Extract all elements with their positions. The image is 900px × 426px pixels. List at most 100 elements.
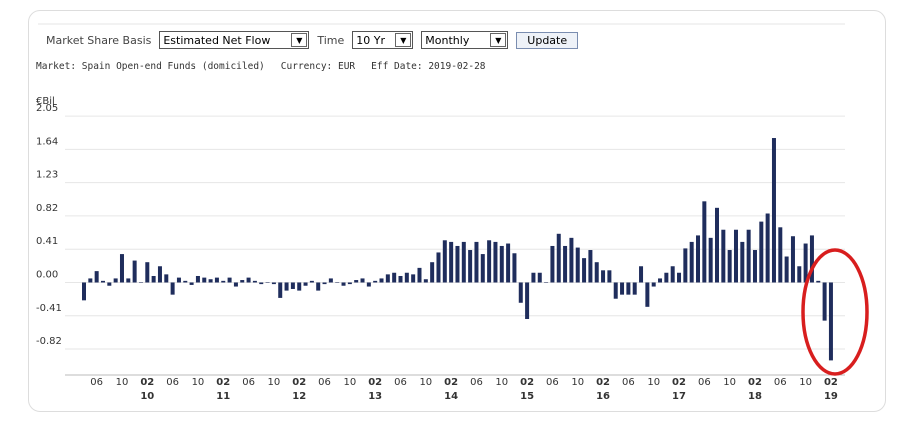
update-button[interactable]: Update <box>516 31 579 49</box>
bar <box>626 282 631 295</box>
y-tick-label: 2.05 <box>36 103 58 114</box>
bar <box>828 282 833 361</box>
x-tick-label: 06 <box>394 377 407 388</box>
x-tick-label: 06 <box>242 377 255 388</box>
info-line: Market: Spain Open-end Funds (domiciled)… <box>36 61 486 72</box>
bar <box>480 254 485 283</box>
x-tick-label: 06 <box>698 377 711 388</box>
x-tick-label: 10 <box>647 377 660 388</box>
bar <box>803 243 808 283</box>
bar <box>132 260 137 283</box>
bar <box>569 237 574 283</box>
bar <box>360 278 365 283</box>
bar <box>449 241 454 283</box>
bar <box>328 278 333 283</box>
x-tick-label: 06 <box>622 377 635 388</box>
bar <box>366 282 371 287</box>
bar <box>430 262 435 283</box>
bar <box>404 272 409 283</box>
bar <box>259 282 264 285</box>
x-tick-label: 06 <box>318 377 331 388</box>
bar <box>563 245 568 283</box>
bar <box>373 280 378 283</box>
bar <box>759 221 764 283</box>
bar <box>379 278 384 283</box>
bar <box>752 250 757 283</box>
time-select[interactable]: 10 Yr ▼ <box>352 31 414 49</box>
year-label: 11 <box>216 391 230 402</box>
x-tick-label: 10 <box>571 377 584 388</box>
bar <box>708 237 713 283</box>
bar <box>487 240 492 283</box>
bar <box>145 262 150 283</box>
y-tick-label: -0.41 <box>36 303 62 314</box>
x-tick-label: 02 <box>596 377 610 388</box>
y-tick-label: 1.64 <box>36 136 58 147</box>
bar <box>651 282 656 287</box>
frequency-select[interactable]: Monthly ▼ <box>421 31 509 49</box>
bar <box>411 274 416 283</box>
bar <box>151 275 156 283</box>
bar <box>398 275 403 283</box>
bar <box>499 245 504 283</box>
bar <box>525 282 530 320</box>
bar <box>176 277 181 283</box>
bar <box>284 282 289 291</box>
dropdown-arrow: ▼ <box>291 33 308 47</box>
dropdown-arrow: ▼ <box>395 33 412 47</box>
bar <box>189 282 194 285</box>
bar <box>335 282 340 283</box>
x-tick-label: 02 <box>672 377 686 388</box>
bar <box>88 278 93 283</box>
bar <box>771 138 776 283</box>
bar <box>195 275 200 283</box>
x-tick-label: 02 <box>520 377 534 388</box>
bar <box>601 270 606 283</box>
x-tick-label: 10 <box>723 377 736 388</box>
year-label: 10 <box>140 391 154 402</box>
bar <box>550 245 555 283</box>
bar <box>221 280 226 283</box>
y-tick-label: 1.23 <box>36 170 58 181</box>
bar <box>594 262 599 283</box>
x-tick-label: 10 <box>495 377 508 388</box>
basis-select[interactable]: Estimated Net Flow ▼ <box>159 31 310 49</box>
bar <box>233 282 238 287</box>
bar <box>588 250 593 283</box>
bar <box>322 282 327 285</box>
time-value: 10 Yr <box>356 33 386 47</box>
x-tick-label: 02 <box>216 377 230 388</box>
bar <box>94 271 99 283</box>
year-label: 17 <box>672 391 686 402</box>
bar <box>790 236 795 283</box>
bar <box>468 250 473 283</box>
x-tick-label: 02 <box>292 377 306 388</box>
year-label: 14 <box>444 391 458 402</box>
year-label: 19 <box>824 391 838 402</box>
bar <box>164 274 169 283</box>
panel <box>28 10 886 412</box>
bar <box>582 258 587 283</box>
bar <box>107 282 112 286</box>
x-tick-label: 06 <box>90 377 103 388</box>
bar <box>474 241 479 283</box>
x-tick-label: 10 <box>419 377 432 388</box>
bar <box>341 282 346 286</box>
bar <box>265 282 270 283</box>
x-tick-label: 10 <box>116 377 129 388</box>
bar <box>392 272 397 283</box>
bar <box>677 272 682 283</box>
y-tick-label: 0.00 <box>36 269 58 280</box>
x-tick-label: 10 <box>192 377 205 388</box>
bar <box>822 282 827 321</box>
x-tick-label: 10 <box>799 377 812 388</box>
bar <box>632 282 637 295</box>
bar <box>556 233 561 283</box>
x-tick-label: 02 <box>444 377 458 388</box>
bar <box>658 278 663 283</box>
bar <box>816 280 821 283</box>
currency: Currency: EUR <box>280 61 356 72</box>
bar <box>423 279 428 283</box>
bar <box>683 248 688 283</box>
